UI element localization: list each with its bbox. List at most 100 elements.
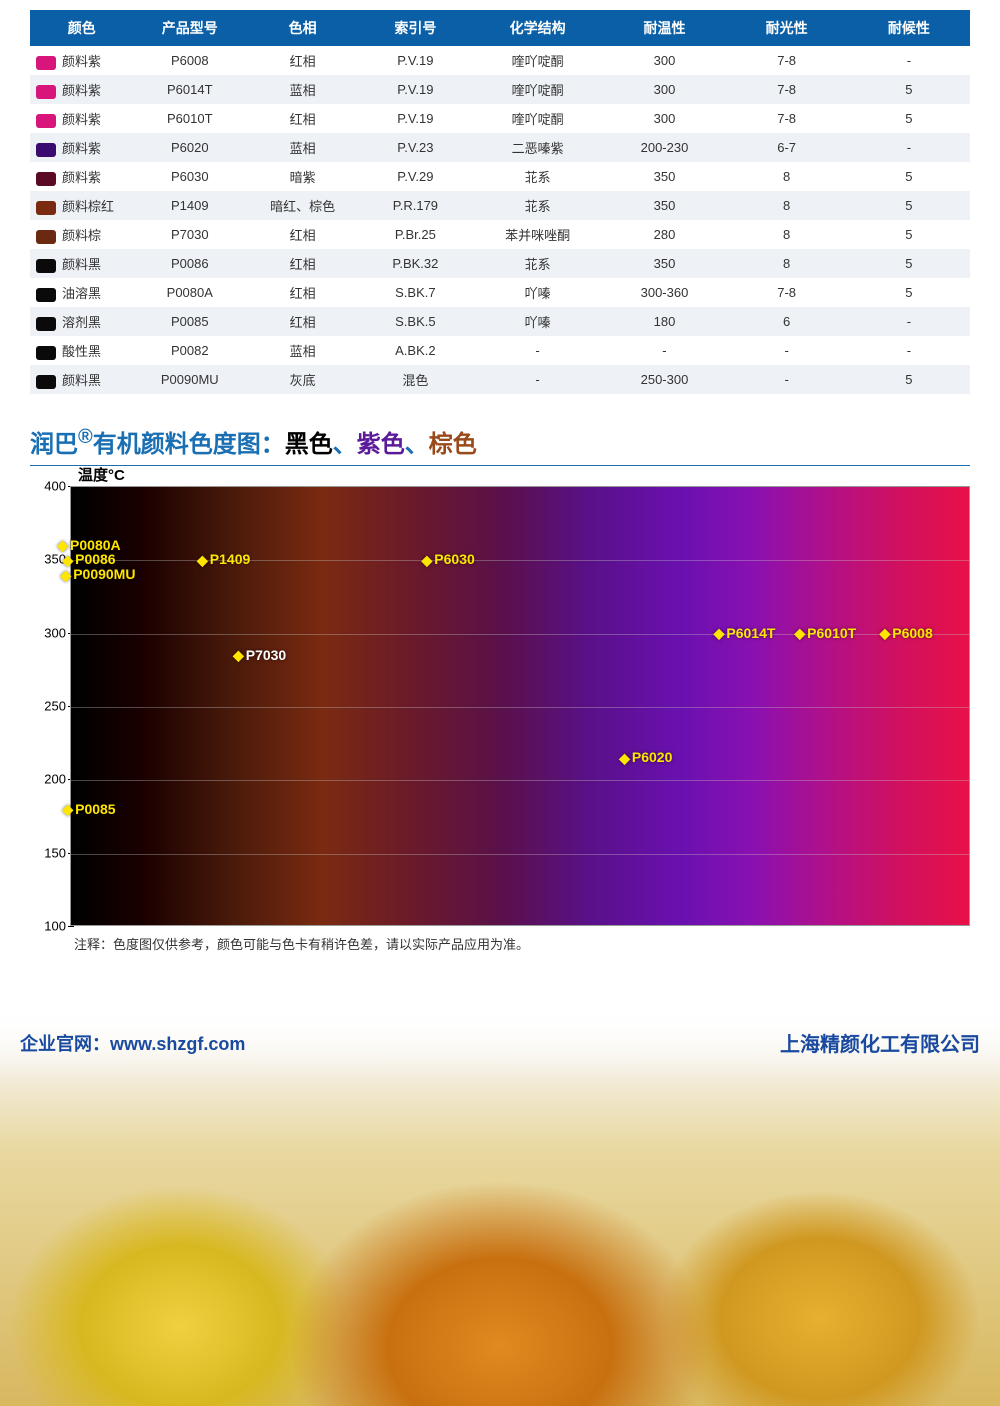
cell-index: A.BK.2 xyxy=(359,336,472,365)
cell-weather: - xyxy=(848,307,970,336)
color-swatch xyxy=(36,288,56,302)
cell-chem: - xyxy=(472,365,604,394)
color-name: 颜料黑 xyxy=(62,257,101,272)
diamond-icon: ◆ xyxy=(422,552,433,569)
chart-point-label: P0080A xyxy=(70,537,121,553)
table-row: 颜料紫P6010T红相P.V.19喹吖啶酮3007-85 xyxy=(30,104,970,133)
color-name: 颜料紫 xyxy=(62,170,101,185)
color-cell: 颜料棕 xyxy=(30,220,133,249)
cell-model: P0082 xyxy=(133,336,246,365)
chart-point: ◆P0085 xyxy=(62,801,115,819)
color-name: 颜料紫 xyxy=(62,54,101,69)
cell-light: 7-8 xyxy=(726,104,848,133)
cell-index: P.R.179 xyxy=(359,191,472,220)
color-name: 颜料棕 xyxy=(62,228,101,243)
color-name: 颜料紫 xyxy=(62,141,101,156)
site-label: 企业官网： xyxy=(20,1034,110,1054)
y-tick-label: 150 xyxy=(36,845,66,860)
cell-hue: 红相 xyxy=(246,307,359,336)
cell-temp: - xyxy=(603,336,725,365)
diamond-icon: ◆ xyxy=(879,626,890,643)
cell-weather: 5 xyxy=(848,249,970,278)
cell-model: P0080A xyxy=(133,278,246,307)
chart-point: ◆P7030 xyxy=(233,647,286,665)
color-swatch xyxy=(36,259,56,273)
color-swatch xyxy=(36,230,56,244)
cell-temp: 300 xyxy=(603,46,725,75)
y-axis-label: 温度°C xyxy=(78,464,125,485)
color-swatch xyxy=(36,143,56,157)
footer: 企业官网：www.shzgf.com 上海精颜化工有限公司 xyxy=(0,1010,1000,1406)
cell-temp: 250-300 xyxy=(603,365,725,394)
table-row: 颜料紫P6020蓝相P.V.23二恶嗪紫200-2306-7- xyxy=(30,133,970,162)
col-header: 产品型号 xyxy=(133,10,246,46)
brand-name: 润巴 xyxy=(30,431,78,458)
cell-temp: 180 xyxy=(603,307,725,336)
cell-chem: 吖嗪 xyxy=(472,278,604,307)
cell-model: P6010T xyxy=(133,104,246,133)
chart-point: ◆P0090MU xyxy=(60,566,135,584)
table-row: 颜料棕P7030红相P.Br.25苯并咪唑酮28085 xyxy=(30,220,970,249)
cell-chem: 二恶嗪紫 xyxy=(472,133,604,162)
cell-hue: 红相 xyxy=(246,104,359,133)
col-header: 耐温性 xyxy=(603,10,725,46)
chart-point: ◆P6020 xyxy=(619,749,672,767)
cell-model: P0086 xyxy=(133,249,246,278)
cell-model: P0085 xyxy=(133,307,246,336)
cell-hue: 红相 xyxy=(246,46,359,75)
col-header: 耐光性 xyxy=(726,10,848,46)
chart-point-label: P6008 xyxy=(892,625,932,641)
cell-temp: 350 xyxy=(603,191,725,220)
cell-index: P.Br.25 xyxy=(359,220,472,249)
heading-part: 、 xyxy=(333,431,357,458)
site-link[interactable]: 企业官网：www.shzgf.com xyxy=(20,1030,245,1056)
table-row: 酸性黑P0082蓝相A.BK.2---- xyxy=(30,336,970,365)
col-header: 化学结构 xyxy=(472,10,604,46)
color-swatch xyxy=(36,172,56,186)
table-row: 油溶黑P0080A红相S.BK.7吖嗪300-3607-85 xyxy=(30,278,970,307)
table-row: 颜料紫P6014T蓝相P.V.19喹吖啶酮3007-85 xyxy=(30,75,970,104)
reg-mark: ® xyxy=(78,426,93,448)
color-name: 油溶黑 xyxy=(62,286,101,301)
cell-temp: 300 xyxy=(603,75,725,104)
cell-hue: 暗紫 xyxy=(246,162,359,191)
chart-point-label: P6030 xyxy=(434,551,474,567)
color-cell: 颜料紫 xyxy=(30,104,133,133)
cell-weather: 5 xyxy=(848,220,970,249)
cell-temp: 300-360 xyxy=(603,278,725,307)
cell-weather: 5 xyxy=(848,162,970,191)
cell-chem: 苝系 xyxy=(472,191,604,220)
cell-temp: 300 xyxy=(603,104,725,133)
diamond-icon: ◆ xyxy=(233,648,244,665)
color-swatch xyxy=(36,85,56,99)
color-cell: 颜料紫 xyxy=(30,133,133,162)
col-header: 颜色 xyxy=(30,10,133,46)
y-tick-label: 400 xyxy=(36,479,66,494)
cell-weather: - xyxy=(848,133,970,162)
cell-model: P6008 xyxy=(133,46,246,75)
cell-hue: 暗红、棕色 xyxy=(246,191,359,220)
col-header: 索引号 xyxy=(359,10,472,46)
diamond-icon: ◆ xyxy=(62,802,73,819)
pigment-table: 颜色产品型号色相索引号化学结构耐温性耐光性耐候性 颜料紫P6008红相P.V.1… xyxy=(30,10,970,394)
cell-hue: 蓝相 xyxy=(246,336,359,365)
color-cell: 油溶黑 xyxy=(30,278,133,307)
color-cell: 溶剂黑 xyxy=(30,307,133,336)
cell-index: P.V.19 xyxy=(359,104,472,133)
chart-point: ◆P1409 xyxy=(197,551,250,569)
chart-point: ◆P6014T xyxy=(714,625,776,643)
chart-point: ◆P6030 xyxy=(422,551,475,569)
cell-temp: 200-230 xyxy=(603,133,725,162)
cell-weather: - xyxy=(848,336,970,365)
table-row: 颜料紫P6030暗紫P.V.29苝系35085 xyxy=(30,162,970,191)
cell-model: P6020 xyxy=(133,133,246,162)
cell-hue: 蓝相 xyxy=(246,75,359,104)
color-name: 颜料紫 xyxy=(62,112,101,127)
heading-part: 棕色 xyxy=(429,431,477,458)
cell-light: 8 xyxy=(726,249,848,278)
color-cell: 颜料黑 xyxy=(30,249,133,278)
cell-light: 8 xyxy=(726,220,848,249)
color-cell: 颜料紫 xyxy=(30,162,133,191)
chart-point-label: P6014T xyxy=(726,625,775,641)
color-cell: 颜料紫 xyxy=(30,75,133,104)
